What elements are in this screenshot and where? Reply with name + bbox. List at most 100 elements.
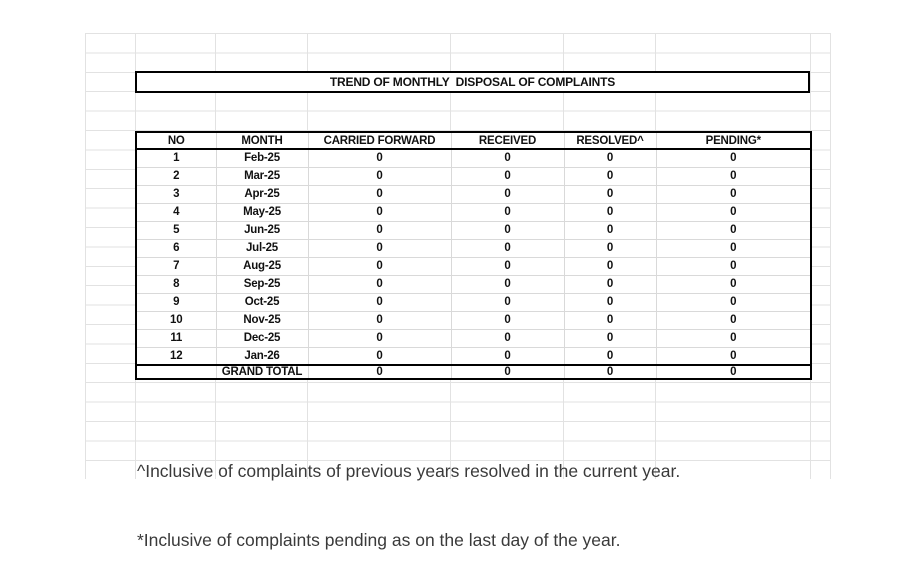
footnotes: ^Inclusive of complaints of previous yea…: [137, 414, 680, 575]
cell-resolved[interactable]: 0: [563, 292, 657, 312]
report-title-box: TREND OF MONTHLY DISPOSAL OF COMPLAINTS: [135, 71, 810, 93]
cell-carried-forward[interactable]: 0: [307, 148, 452, 168]
cell-resolved[interactable]: 0: [563, 310, 657, 330]
table-row: 9 Oct-25 0 0 0 0: [135, 292, 812, 312]
cell-pending[interactable]: 0: [655, 328, 812, 348]
header-month[interactable]: MONTH: [215, 131, 309, 150]
cell-received[interactable]: 0: [450, 346, 565, 366]
cell-received[interactable]: 0: [450, 310, 565, 330]
cell-resolved[interactable]: 0: [563, 166, 657, 186]
cell-resolved[interactable]: 0: [563, 220, 657, 240]
cell-pending[interactable]: 0: [655, 184, 812, 204]
cell-month[interactable]: Feb-25: [215, 148, 309, 168]
cell-received[interactable]: 0: [450, 202, 565, 222]
cell-month[interactable]: Nov-25: [215, 310, 309, 330]
cell-carried-forward[interactable]: 0: [307, 238, 452, 258]
cell-resolved[interactable]: 0: [563, 148, 657, 168]
cell-month[interactable]: Jan-26: [215, 346, 309, 366]
cell-pending[interactable]: 0: [655, 238, 812, 258]
cell-resolved[interactable]: 0: [563, 274, 657, 294]
cell-pending[interactable]: 0: [655, 202, 812, 222]
header-carried-forward[interactable]: CARRIED FORWARD: [307, 131, 452, 150]
cell-pending[interactable]: 0: [655, 346, 812, 366]
cell-carried-forward[interactable]: 0: [307, 220, 452, 240]
cell-received[interactable]: 0: [450, 292, 565, 312]
cell-pending[interactable]: 0: [655, 220, 812, 240]
cell-resolved[interactable]: 0: [563, 202, 657, 222]
grand-total-empty-cell[interactable]: [135, 364, 217, 380]
grand-total-pending[interactable]: 0: [655, 364, 812, 380]
cell-no[interactable]: 11: [135, 328, 217, 348]
cell-month[interactable]: Jun-25: [215, 220, 309, 240]
cell-received[interactable]: 0: [450, 220, 565, 240]
cell-month[interactable]: Aug-25: [215, 256, 309, 276]
cell-pending[interactable]: 0: [655, 274, 812, 294]
grand-total-row: GRAND TOTAL 0 0 0 0: [135, 364, 812, 380]
cell-no[interactable]: 10: [135, 310, 217, 330]
cell-no[interactable]: 6: [135, 238, 217, 258]
cell-no[interactable]: 2: [135, 166, 217, 186]
cell-no[interactable]: 1: [135, 148, 217, 168]
cell-resolved[interactable]: 0: [563, 346, 657, 366]
table-row: 8 Sep-25 0 0 0 0: [135, 274, 812, 294]
cell-month[interactable]: Mar-25: [215, 166, 309, 186]
table-header: NO MONTH CARRIED FORWARD RECEIVED RESOLV…: [135, 131, 812, 150]
cell-carried-forward[interactable]: 0: [307, 274, 452, 294]
cell-no[interactable]: 3: [135, 184, 217, 204]
cell-resolved[interactable]: 0: [563, 256, 657, 276]
cell-carried-forward[interactable]: 0: [307, 346, 452, 366]
cell-month[interactable]: Jul-25: [215, 238, 309, 258]
cell-carried-forward[interactable]: 0: [307, 328, 452, 348]
cell-month[interactable]: Sep-25: [215, 274, 309, 294]
header-no[interactable]: NO: [135, 131, 217, 150]
complaints-table: NO MONTH CARRIED FORWARD RECEIVED RESOLV…: [135, 131, 812, 380]
cell-no[interactable]: 12: [135, 346, 217, 366]
cell-month[interactable]: May-25: [215, 202, 309, 222]
cell-resolved[interactable]: 0: [563, 184, 657, 204]
cell-received[interactable]: 0: [450, 166, 565, 186]
cell-pending[interactable]: 0: [655, 292, 812, 312]
header-row: NO MONTH CARRIED FORWARD RECEIVED RESOLV…: [135, 131, 812, 150]
table-row: 3 Apr-25 0 0 0 0: [135, 184, 812, 204]
footnote-resolved: ^Inclusive of complaints of previous yea…: [137, 461, 681, 481]
cell-received[interactable]: 0: [450, 148, 565, 168]
grand-total-received[interactable]: 0: [450, 364, 565, 380]
cell-no[interactable]: 4: [135, 202, 217, 222]
cell-received[interactable]: 0: [450, 274, 565, 294]
header-received[interactable]: RECEIVED: [450, 131, 565, 150]
table-footer: GRAND TOTAL 0 0 0 0: [135, 364, 812, 380]
cell-received[interactable]: 0: [450, 328, 565, 348]
report-title: TREND OF MONTHLY DISPOSAL OF COMPLAINTS: [329, 75, 616, 89]
header-pending[interactable]: PENDING*: [655, 131, 812, 150]
table-row: 10 Nov-25 0 0 0 0: [135, 310, 812, 330]
grand-total-label[interactable]: GRAND TOTAL: [215, 364, 309, 380]
cell-pending[interactable]: 0: [655, 166, 812, 186]
footnote-pending: *Inclusive of complaints pending as on t…: [137, 530, 621, 550]
cell-carried-forward[interactable]: 0: [307, 292, 452, 312]
table-row: 7 Aug-25 0 0 0 0: [135, 256, 812, 276]
cell-no[interactable]: 9: [135, 292, 217, 312]
cell-pending[interactable]: 0: [655, 310, 812, 330]
cell-carried-forward[interactable]: 0: [307, 202, 452, 222]
cell-carried-forward[interactable]: 0: [307, 166, 452, 186]
cell-pending[interactable]: 0: [655, 148, 812, 168]
grand-total-resolved[interactable]: 0: [563, 364, 657, 380]
cell-received[interactable]: 0: [450, 184, 565, 204]
cell-received[interactable]: 0: [450, 238, 565, 258]
cell-month[interactable]: Dec-25: [215, 328, 309, 348]
cell-no[interactable]: 8: [135, 274, 217, 294]
cell-received[interactable]: 0: [450, 256, 565, 276]
cell-no[interactable]: 5: [135, 220, 217, 240]
cell-carried-forward[interactable]: 0: [307, 256, 452, 276]
cell-pending[interactable]: 0: [655, 256, 812, 276]
table-row: 2 Mar-25 0 0 0 0: [135, 166, 812, 186]
cell-resolved[interactable]: 0: [563, 238, 657, 258]
cell-carried-forward[interactable]: 0: [307, 310, 452, 330]
cell-carried-forward[interactable]: 0: [307, 184, 452, 204]
cell-resolved[interactable]: 0: [563, 328, 657, 348]
grand-total-carried-forward[interactable]: 0: [307, 364, 452, 380]
cell-month[interactable]: Apr-25: [215, 184, 309, 204]
cell-month[interactable]: Oct-25: [215, 292, 309, 312]
header-resolved[interactable]: RESOLVED^: [563, 131, 657, 150]
cell-no[interactable]: 7: [135, 256, 217, 276]
